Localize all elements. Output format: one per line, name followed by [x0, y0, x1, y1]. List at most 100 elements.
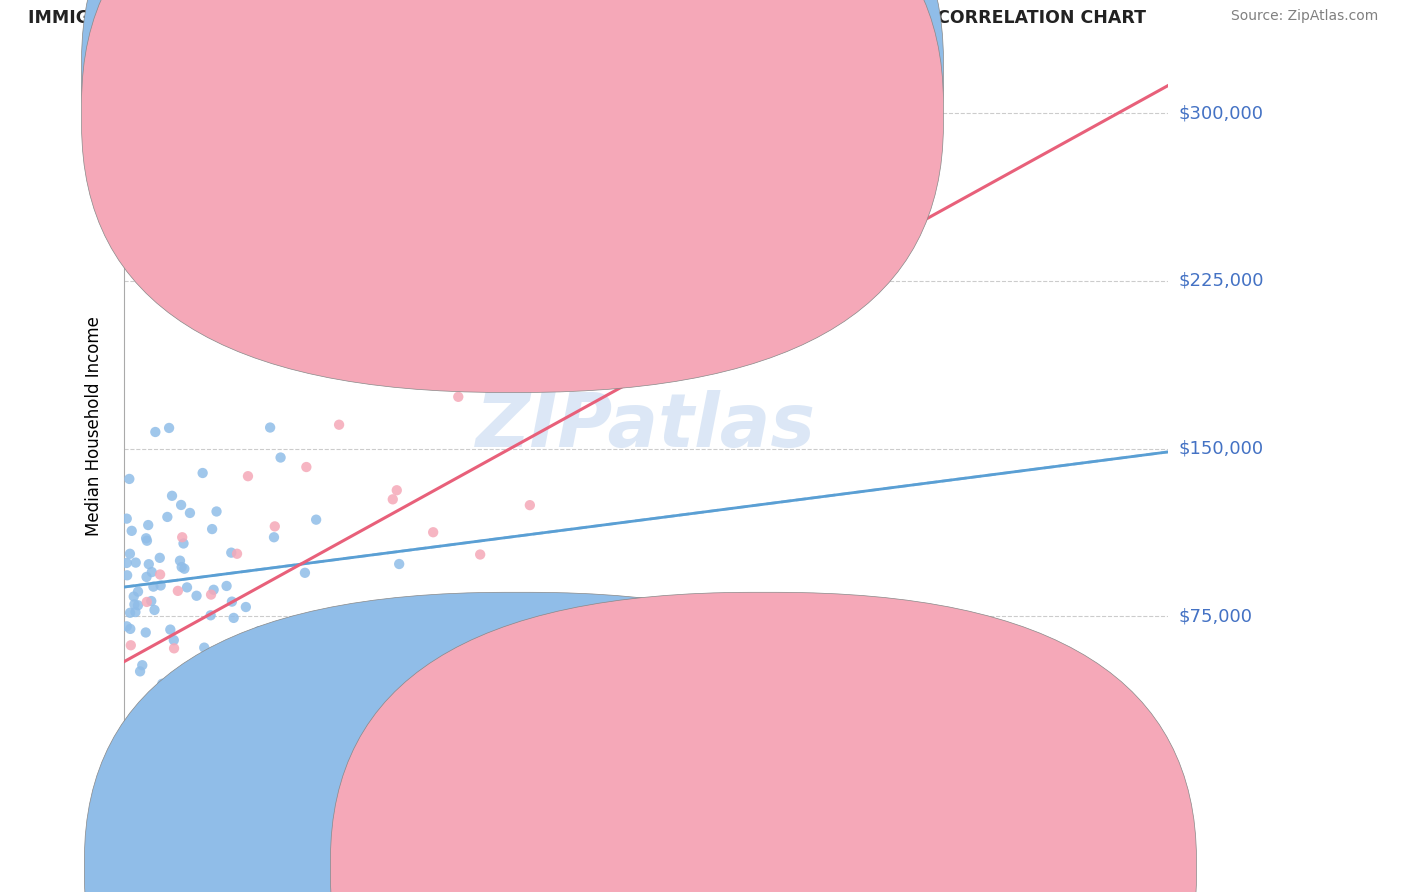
Text: R = 0.591   N = 30: R = 0.591 N = 30 [529, 105, 717, 123]
Point [896, 178, 918, 192]
Point [215, 579, 238, 593]
Point [156, 510, 179, 524]
Y-axis label: Median Household Income: Median Household Income [86, 317, 103, 536]
Point [141, 565, 163, 579]
Point [388, 557, 411, 571]
Point [172, 530, 194, 544]
Text: R = 0.044   N = 68: R = 0.044 N = 68 [529, 62, 717, 80]
Point [115, 619, 138, 633]
Point [385, 483, 408, 498]
Point [120, 622, 142, 636]
Point [115, 511, 138, 525]
Point [529, 360, 551, 375]
Point [120, 638, 142, 652]
Point [447, 390, 470, 404]
Point [236, 469, 259, 483]
Point [191, 466, 214, 480]
Text: Immigrants from Lithuania: Immigrants from Lithuania [780, 861, 984, 875]
Point [149, 567, 172, 582]
Point [135, 531, 157, 545]
Point [163, 633, 186, 648]
Point [193, 640, 215, 655]
Point [305, 513, 328, 527]
Point [124, 598, 146, 612]
Point [136, 533, 159, 548]
Point [239, 732, 262, 747]
Point [159, 623, 181, 637]
Point [179, 506, 201, 520]
Point [143, 425, 166, 439]
Point [201, 522, 224, 536]
Text: $150,000: $150,000 [1180, 440, 1264, 458]
Point [259, 420, 281, 434]
Text: 0.0%: 0.0% [124, 814, 170, 832]
Point [202, 582, 225, 597]
Point [157, 700, 180, 714]
Point [295, 460, 318, 475]
Point [344, 368, 367, 383]
Point [118, 472, 141, 486]
Point [309, 632, 332, 647]
Point [149, 550, 172, 565]
Point [163, 641, 186, 656]
Point [381, 492, 404, 507]
Point [152, 710, 174, 724]
Point [205, 504, 228, 518]
Point [115, 568, 138, 582]
Point [138, 557, 160, 571]
Point [270, 450, 292, 465]
Point [460, 637, 482, 651]
Point [135, 625, 157, 640]
Point [127, 599, 149, 613]
Point [328, 417, 350, 432]
Point [200, 588, 222, 602]
Point [224, 698, 246, 712]
Point [143, 603, 166, 617]
Point [186, 589, 208, 603]
Point [129, 665, 152, 679]
Point [519, 498, 541, 512]
Point [294, 566, 316, 580]
Point [263, 530, 285, 544]
Point [221, 594, 243, 608]
Point [160, 489, 183, 503]
Point [169, 554, 191, 568]
Point [246, 732, 269, 747]
Point [136, 518, 159, 533]
Point [367, 632, 389, 646]
Point [176, 580, 198, 594]
Point [120, 732, 142, 747]
Point [141, 594, 163, 608]
Point [247, 624, 270, 639]
Point [135, 570, 157, 584]
Point [125, 556, 148, 570]
Point [263, 519, 285, 533]
Point [173, 536, 195, 550]
Point [219, 546, 242, 560]
Point [392, 605, 415, 619]
Point [173, 562, 195, 576]
Point [183, 708, 205, 723]
Point [174, 695, 197, 709]
Point [124, 605, 146, 619]
Point [122, 590, 145, 604]
Point [422, 525, 444, 540]
Point [170, 498, 193, 512]
Point [157, 421, 180, 435]
Text: 20.0%: 20.0% [1111, 814, 1168, 832]
Text: IMMIGRANTS FROM BELIZE VS IMMIGRANTS FROM LITHUANIA MEDIAN HOUSEHOLD INCOME CORR: IMMIGRANTS FROM BELIZE VS IMMIGRANTS FRO… [28, 9, 1146, 27]
Text: $300,000: $300,000 [1180, 104, 1264, 122]
Point [127, 584, 149, 599]
Point [470, 548, 492, 562]
Point [170, 560, 193, 574]
Point [162, 691, 184, 706]
Point [226, 547, 249, 561]
Text: $75,000: $75,000 [1180, 607, 1253, 625]
Point [150, 677, 173, 691]
Point [222, 611, 245, 625]
Point [218, 669, 240, 683]
Text: Source: ZipAtlas.com: Source: ZipAtlas.com [1230, 9, 1378, 23]
Text: Immigrants from Belize: Immigrants from Belize [534, 861, 713, 875]
Point [235, 600, 257, 615]
Point [135, 595, 157, 609]
